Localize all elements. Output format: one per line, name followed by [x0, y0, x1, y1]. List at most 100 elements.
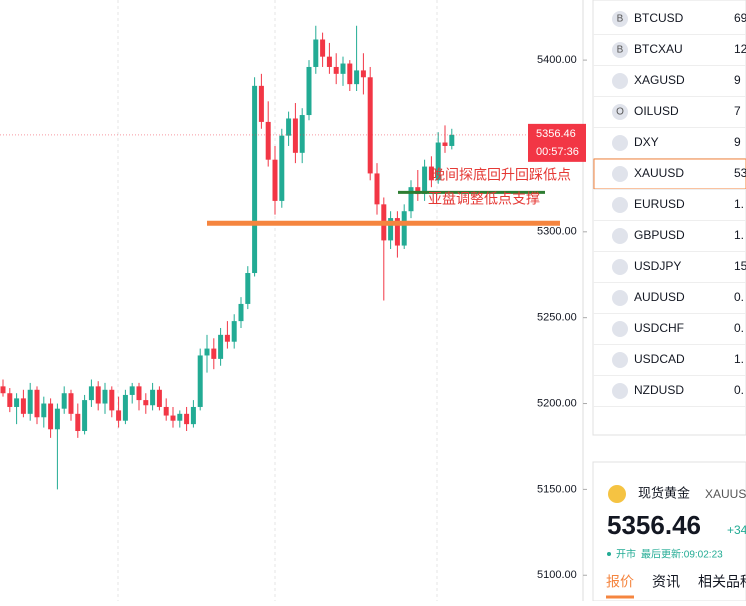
candle-body [415, 187, 421, 195]
candle-body [41, 403, 47, 418]
row-symbol[interactable]: BTCUSD [634, 11, 684, 25]
candle-body [313, 39, 319, 67]
candle-body [129, 386, 135, 395]
candle-body [143, 400, 149, 406]
candle-body [272, 159, 278, 201]
candle-body [333, 66, 339, 74]
row-symbol[interactable]: USDCAD [634, 352, 685, 366]
candle-body [20, 398, 26, 414]
candle-body [95, 386, 101, 404]
candle-body [150, 389, 156, 406]
candle-body [326, 56, 332, 67]
detail: 现货黄金 XAUUSD 5356.46 +34 开市 最后更新:09:02:23… [606, 485, 746, 599]
row-value: 0. [734, 321, 744, 335]
candle-body [428, 166, 434, 181]
candle-body [422, 166, 428, 195]
row-value: 1. [734, 352, 744, 366]
candle-body [388, 218, 394, 241]
candle-body [136, 386, 142, 401]
row-icon [612, 104, 628, 120]
candle-body [442, 142, 448, 146]
row-value: 7 [734, 104, 741, 118]
candle-body [7, 393, 13, 407]
row-value: 0. [734, 383, 744, 397]
row-value: 1. [734, 228, 744, 242]
row-value: 1. [734, 197, 744, 211]
detail-price: 5356.46 [607, 510, 701, 540]
row-symbol[interactable]: BTCXAU [634, 42, 683, 56]
candle-body [449, 134, 455, 146]
candle-body [54, 408, 60, 430]
tab[interactable]: 资讯 [652, 574, 680, 590]
row-icon [612, 11, 628, 27]
candle-body [204, 348, 210, 356]
row-symbol[interactable]: EURUSD [634, 197, 685, 211]
candle-body [231, 321, 237, 342]
candle-body [75, 413, 81, 432]
tab[interactable]: 相关品种 [698, 574, 746, 590]
candle-body [306, 66, 312, 116]
candle-body [360, 70, 366, 78]
row-icon [612, 73, 628, 89]
candle-body [27, 389, 33, 414]
candle-body [163, 406, 169, 416]
y-tick-label: 5200.00 [537, 397, 577, 409]
row-value: 690 [734, 11, 746, 25]
row-icon [612, 259, 628, 275]
row-icon [612, 166, 628, 182]
candle-body [14, 398, 20, 407]
row-icon-letter: B [617, 45, 624, 56]
candle-body [408, 187, 414, 212]
row-symbol[interactable]: OILUSD [634, 104, 679, 118]
candle-body [258, 85, 264, 122]
row-symbol[interactable]: XAUUSD [634, 166, 684, 180]
candle-body [0, 386, 6, 394]
row-value: 9 [734, 73, 741, 87]
row-icon [612, 290, 628, 306]
row-symbol[interactable]: AUDUSD [634, 290, 685, 304]
detail-status: 开市 [616, 548, 636, 561]
candle-body [116, 410, 122, 421]
candle-body [279, 135, 285, 201]
row-value: 12 [734, 42, 746, 56]
row-icon [612, 383, 628, 399]
candle-body [367, 77, 373, 174]
candle-body [224, 334, 230, 342]
candle-body [170, 415, 176, 421]
candle-body [184, 413, 190, 425]
candle-body [299, 115, 305, 153]
row-icon [612, 228, 628, 244]
row-value: 9 [734, 135, 741, 149]
candle-body [218, 334, 224, 359]
countdown-label: 00:57:36 [536, 146, 579, 158]
candle-body [252, 85, 258, 274]
candle-body [374, 173, 380, 205]
y-tick-label: 5300.00 [537, 226, 577, 238]
tab[interactable]: 报价 [606, 574, 634, 590]
row-icon [612, 135, 628, 151]
y-tick-label: 5250.00 [537, 312, 577, 324]
row-symbol[interactable]: XAGUSD [634, 73, 685, 87]
row-symbol[interactable]: USDJPY [634, 259, 681, 273]
candle-body [61, 393, 67, 409]
row-symbol[interactable]: NZDUSD [634, 383, 684, 397]
row-symbol[interactable]: USDCHF [634, 321, 684, 335]
watchlist: B BTCUSD 690 B BTCXAU 12 XAGUSD 9 O OILUSD 7 DXY 9 XA… [593, 11, 746, 407]
last-price-box [528, 123, 586, 162]
candle-body [68, 393, 74, 414]
candle-body [177, 413, 183, 421]
candle-body [265, 121, 271, 160]
candle-body [401, 211, 407, 246]
row-symbol[interactable]: GBPUSD [634, 228, 685, 242]
candle-body [190, 406, 196, 425]
candle-body [48, 403, 54, 430]
candle-body [82, 400, 88, 432]
row-symbol[interactable]: DXY [634, 135, 659, 149]
candle-body [354, 70, 360, 85]
candle-body [156, 389, 162, 407]
row-icon-letter: O [616, 107, 624, 118]
level-label: 晚间探底回升回踩低点 [431, 167, 571, 183]
detail-updated: 最后更新:09:02:23 [641, 548, 723, 561]
status-dot [607, 552, 611, 556]
